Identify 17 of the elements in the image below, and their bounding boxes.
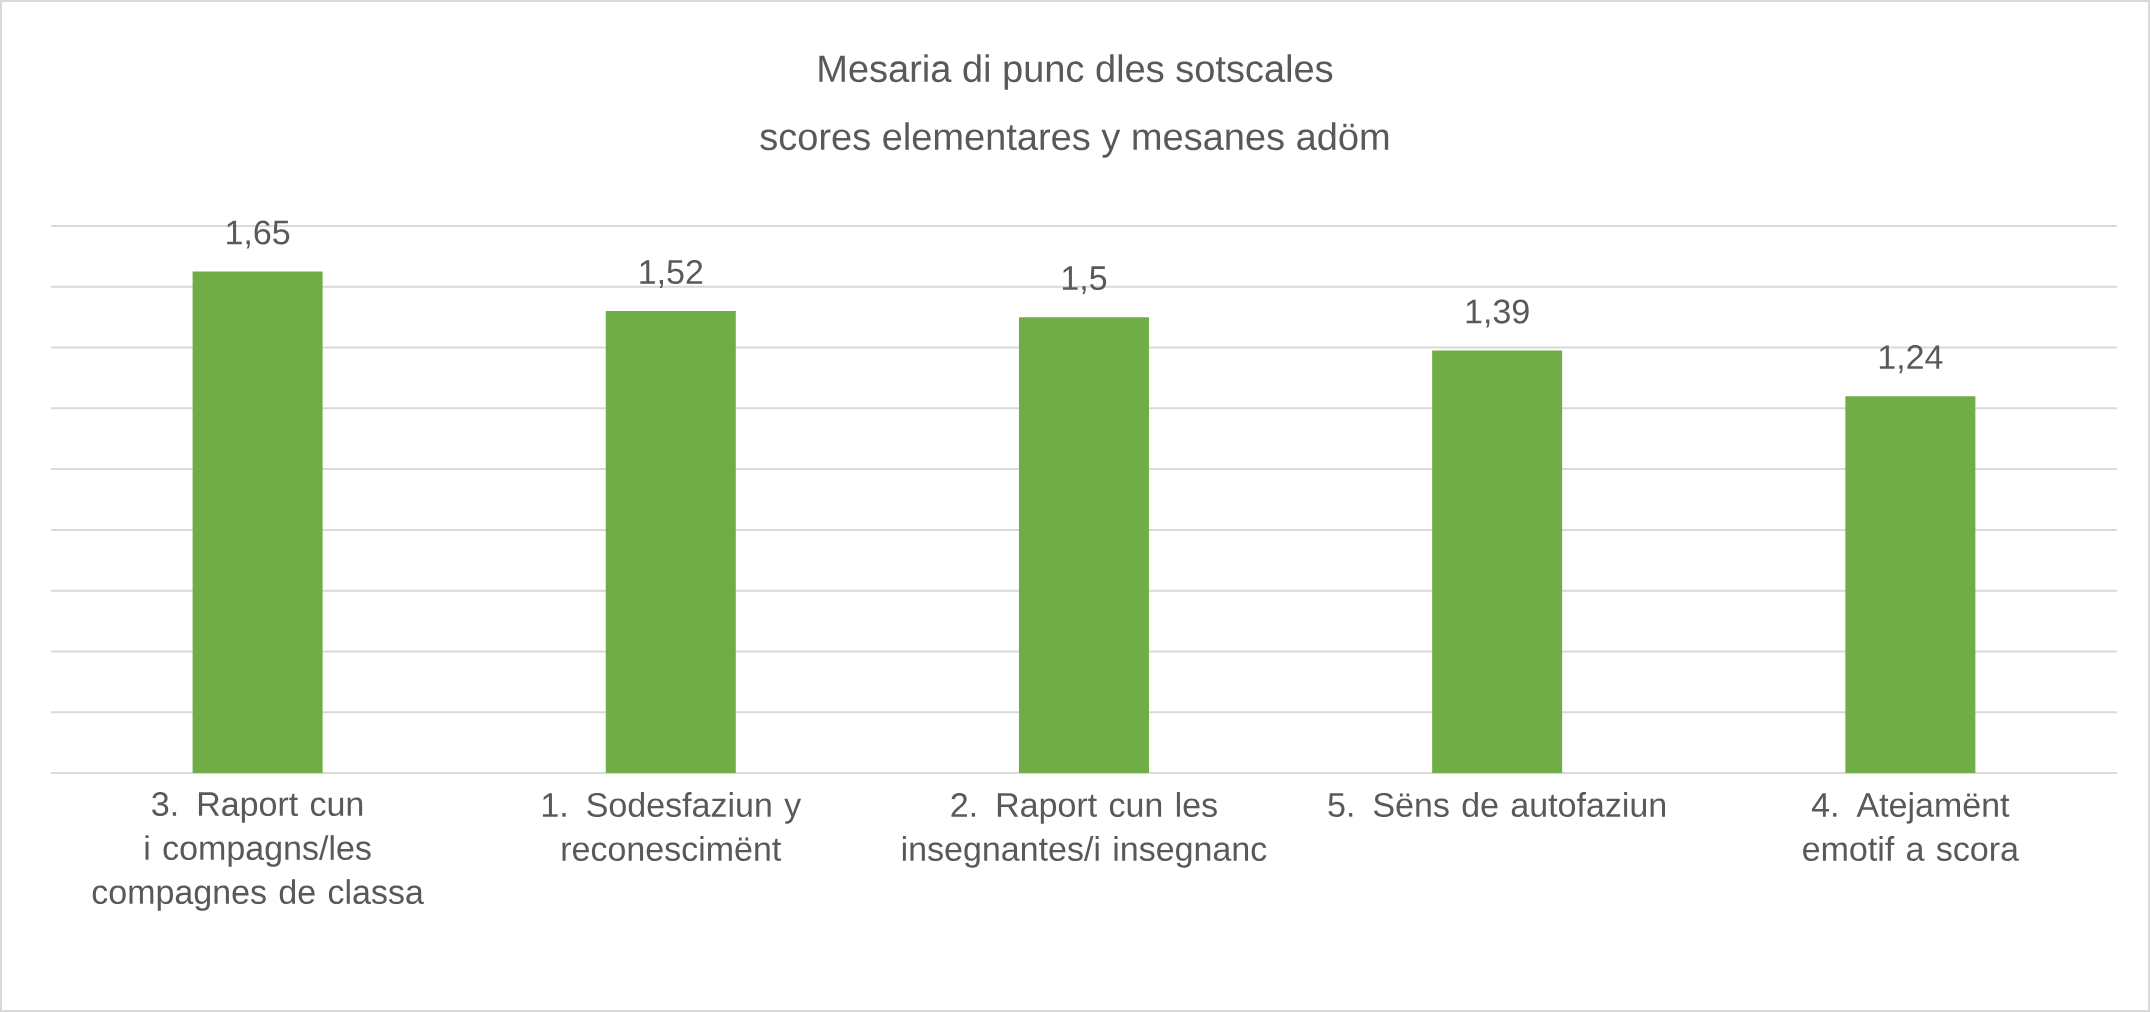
data-label: 1,65 [227,220,290,249]
x-tick-label: 3. Raport cun i compagns/les compagnes de classa [92,792,424,911]
bar [1018,317,1149,773]
bar [192,271,323,773]
bar [1432,350,1563,773]
x-tick-label: 4. Atejamënt emotif a scora [1803,792,2019,862]
data-label: 1,39 [1466,299,1529,328]
x-tick-label: 5. Sëns de autofaziun [1328,792,1665,818]
data-label: 1,24 [1879,345,1943,374]
x-tick-label: 2. Raport cun les insegnantes/i insegnanc [902,792,1267,868]
data-label: 1,5 [1062,266,1107,295]
x-tick-label: 1. Sodesfaziun y reconescimënt [542,792,802,862]
chart-subtitle: scores elementares y mesanes adöm [760,122,1389,158]
bar [1845,396,1976,773]
bar [605,311,736,773]
chart-title: Mesaria di punc dles sotscales [819,54,1333,90]
data-label: 1,52 [640,259,703,289]
